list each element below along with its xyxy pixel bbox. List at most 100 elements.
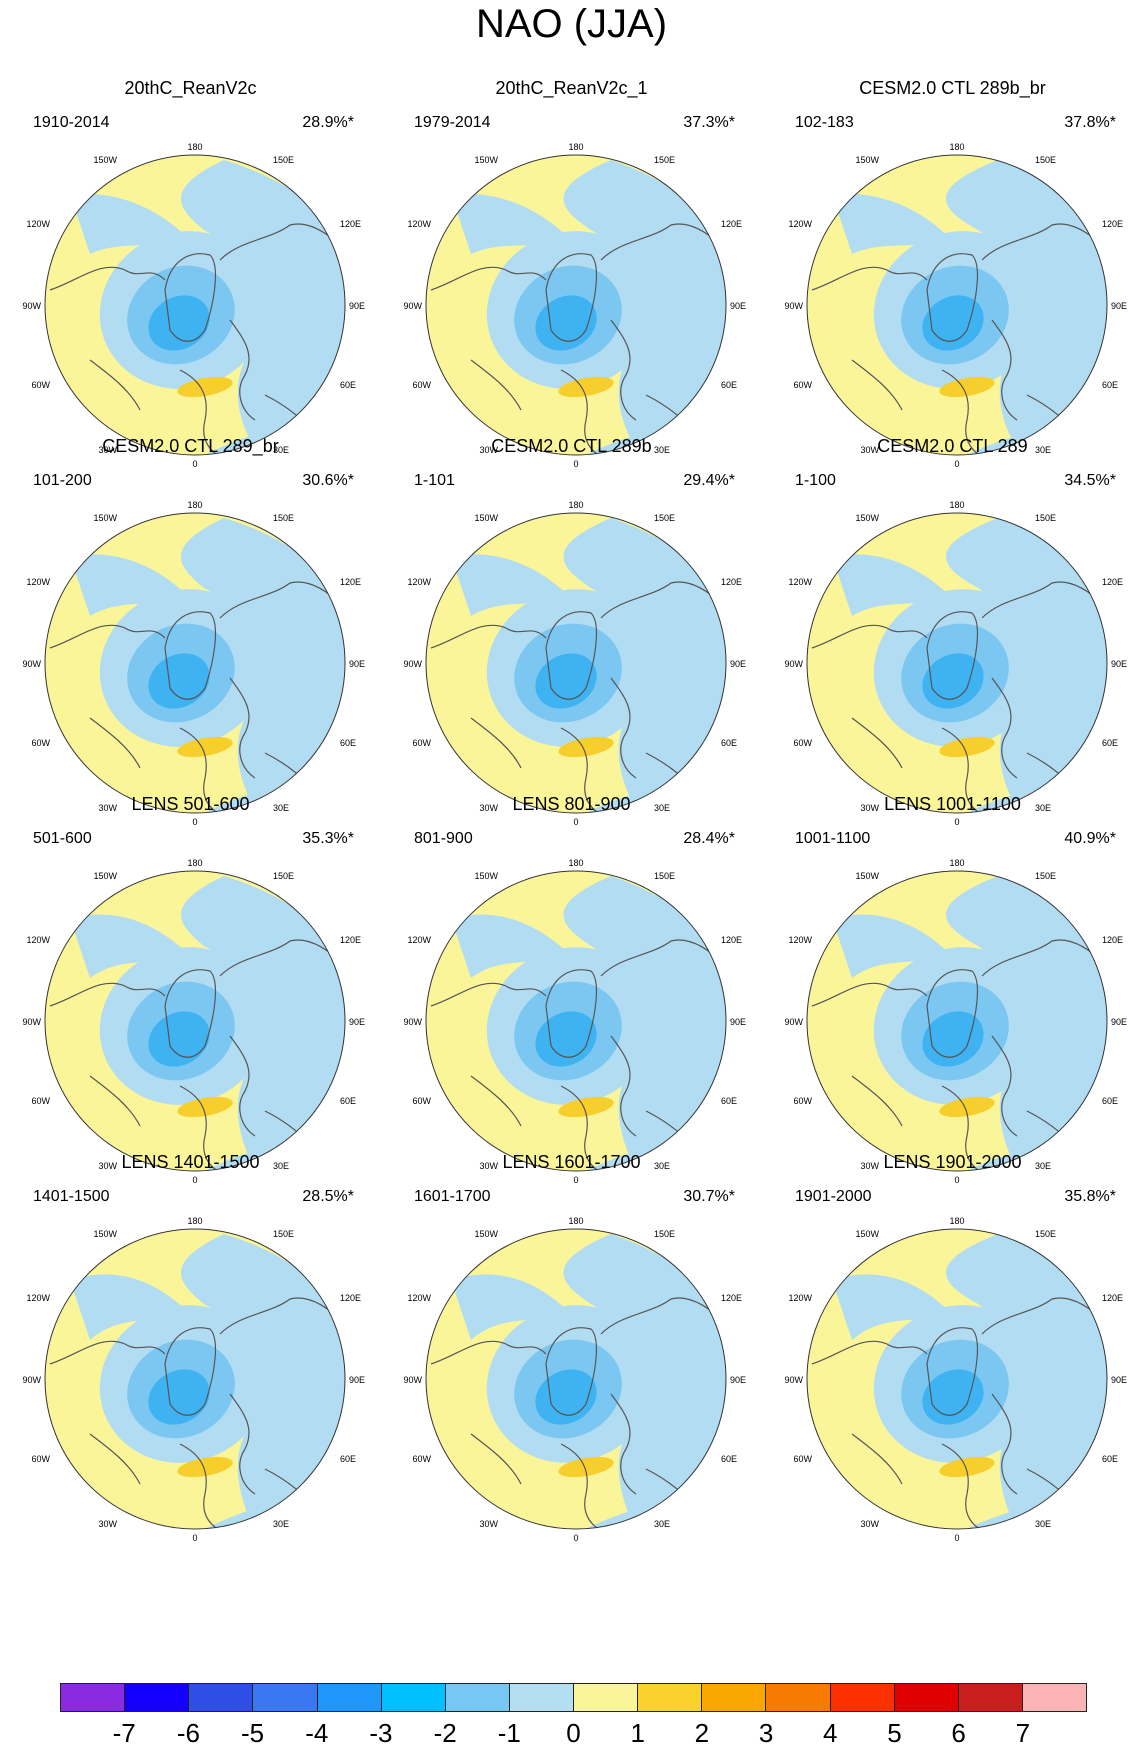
- lon-label-30e: 30E: [273, 1519, 289, 1529]
- lon-label-150w: 150W: [93, 513, 117, 523]
- lon-label-120e: 120E: [1102, 577, 1123, 587]
- lon-label-60e: 60E: [340, 738, 356, 748]
- panel-variance: 40.9%*: [1064, 830, 1116, 847]
- panel-period: 101-200: [33, 472, 92, 489]
- lon-label-120w: 120W: [788, 577, 812, 587]
- lon-label-0: 0: [192, 1175, 197, 1185]
- lon-label-150e: 150E: [654, 513, 675, 523]
- lon-label-90w: 90W: [784, 301, 803, 311]
- lon-label-0: 0: [573, 817, 578, 827]
- panel-variance: 28.4%*: [683, 830, 735, 847]
- map-container: 180 0 150W 150E 120W 120E 90W 90E 60W 60E 30W 30E: [403, 140, 746, 470]
- panel-period: 501-600: [33, 830, 92, 847]
- lon-label-0: 0: [954, 459, 959, 469]
- lon-label-30w: 30W: [479, 1519, 498, 1529]
- colorbar-tick-label: 0: [566, 1718, 581, 1748]
- lon-label-120w: 120W: [788, 1293, 812, 1303]
- map-container: 180 0 150W 150E 120W 120E 90W 90E 60W 60E 30W 30E: [403, 856, 746, 1186]
- lon-label-150e: 150E: [1035, 1229, 1056, 1239]
- colorbar-box: [702, 1684, 767, 1711]
- lon-label-30w: 30W: [860, 1161, 879, 1171]
- panel-variance: 37.3%*: [683, 114, 735, 131]
- lon-label-90e: 90E: [730, 1017, 746, 1027]
- panel-period: 801-900: [414, 830, 473, 847]
- lon-label-0: 0: [954, 817, 959, 827]
- panel-variance: 29.4%*: [683, 472, 735, 489]
- lon-label-60e: 60E: [721, 1096, 737, 1106]
- lon-label-90e: 90E: [349, 1017, 365, 1027]
- lon-label-120e: 120E: [721, 1293, 742, 1303]
- colorbar-tick-label: 3: [758, 1718, 774, 1748]
- lon-label-150w: 150W: [93, 1229, 117, 1239]
- lon-label-180: 180: [187, 858, 202, 868]
- polar-map: 180 0 150W 150E 120W 120E 90W 90E 60W 60E 30W 30E: [22, 1216, 365, 1543]
- lon-label-150w: 150W: [93, 155, 117, 165]
- colorbar-tick-label: -6: [176, 1718, 200, 1748]
- lon-label-60w: 60W: [412, 738, 431, 748]
- polar-map: 180 0 150W 150E 120W 120E 90W 90E 60W 60E 30W 30E: [403, 858, 746, 1185]
- panel-period: 1601-1700: [414, 1188, 491, 1205]
- panel-title: CESM2.0 CTL 289_br: [102, 436, 279, 456]
- polar-map: 180 0 150W 150E 120W 120E 90W 90E 60W 60E 30W 30E: [784, 500, 1127, 827]
- lon-label-90w: 90W: [22, 1017, 41, 1027]
- lon-label-60w: 60W: [793, 1454, 812, 1464]
- panel-period: 1901-2000: [795, 1188, 872, 1205]
- lon-label-30w: 30W: [479, 803, 498, 813]
- colorbar-tick-label: -4: [305, 1718, 329, 1748]
- colorbar-box: [894, 1684, 959, 1711]
- panel-variance: 37.8%*: [1064, 114, 1116, 131]
- lon-label-30e: 30E: [1035, 445, 1051, 455]
- lon-label-90w: 90W: [784, 1375, 803, 1385]
- colorbar-box: [958, 1684, 1023, 1711]
- panel-title: CESM2.0 CTL 289: [877, 436, 1028, 456]
- lon-label-90e: 90E: [730, 1375, 746, 1385]
- lon-label-90w: 90W: [403, 301, 422, 311]
- lon-label-60w: 60W: [793, 738, 812, 748]
- lon-label-150e: 150E: [654, 871, 675, 881]
- lon-label-60w: 60W: [31, 1454, 50, 1464]
- panel-title: LENS 501-600: [131, 794, 250, 814]
- lon-label-90e: 90E: [349, 1375, 365, 1385]
- lon-label-0: 0: [192, 1533, 197, 1543]
- panel-period: 1979-2014: [414, 114, 491, 131]
- lon-label-180: 180: [949, 500, 964, 510]
- figure-title: NAO (JJA): [475, 2, 668, 46]
- lon-label-150e: 150E: [273, 1229, 294, 1239]
- colorbar-box: [766, 1684, 831, 1711]
- lon-label-120e: 120E: [721, 577, 742, 587]
- polar-map: 180 0 150W 150E 120W 120E 90W 90E 60W 60E 30W 30E: [403, 1216, 746, 1543]
- panel-title: 20thC_ReanV2c: [124, 78, 257, 98]
- lon-label-90w: 90W: [403, 659, 422, 669]
- lon-label-150w: 150W: [474, 871, 498, 881]
- lon-label-90e: 90E: [1111, 659, 1127, 669]
- colorbar-tick-label: 4: [823, 1718, 838, 1748]
- map-container: 180 0 150W 150E 120W 120E 90W 90E 60W 60E 30W 30E: [22, 856, 365, 1186]
- lon-label-150e: 150E: [654, 155, 675, 165]
- lon-label-120w: 120W: [788, 935, 812, 945]
- lon-label-150e: 150E: [1035, 155, 1056, 165]
- lon-label-60w: 60W: [412, 1096, 431, 1106]
- lon-label-150e: 150E: [1035, 871, 1056, 881]
- lon-label-30w: 30W: [479, 445, 498, 455]
- map-container: 180 0 150W 150E 120W 120E 90W 90E 60W 60E 30W 30E: [22, 498, 365, 828]
- lon-label-120w: 120W: [407, 1293, 431, 1303]
- lon-label-0: 0: [954, 1175, 959, 1185]
- lon-label-90e: 90E: [1111, 1375, 1127, 1385]
- map-panel: CESM2.0 CTL 289b 1-101 29.4%* 180 0 150W 15…: [381, 358, 762, 827]
- lon-label-0: 0: [192, 817, 197, 827]
- lon-label-30w: 30W: [98, 1519, 117, 1529]
- lon-label-150w: 150W: [855, 1229, 879, 1239]
- lon-label-30w: 30W: [860, 803, 879, 813]
- lon-label-30e: 30E: [654, 445, 670, 455]
- lon-label-150w: 150W: [855, 155, 879, 165]
- lon-label-150w: 150W: [474, 1229, 498, 1239]
- map-panel: CESM2.0 CTL 289b_br 102-183 37.8%* 180 0 1…: [762, 0, 1143, 469]
- panel-period: 1001-1100: [795, 830, 871, 847]
- lon-label-180: 180: [949, 858, 964, 868]
- map-panel: LENS 1601-1700 1601-1700 30.7%* 180 0 150W…: [381, 1074, 762, 1543]
- panel-title: CESM2.0 CTL 289b_br: [859, 78, 1046, 98]
- map-panel: LENS 1401-1500 1401-1500 28.5%* 180 0 150W…: [0, 1074, 381, 1543]
- polar-map: 180 0 150W 150E 120W 120E 90W 90E 60W 60E 30W 30E: [22, 142, 365, 469]
- lon-label-30e: 30E: [654, 1161, 670, 1171]
- lon-label-60w: 60W: [793, 1096, 812, 1106]
